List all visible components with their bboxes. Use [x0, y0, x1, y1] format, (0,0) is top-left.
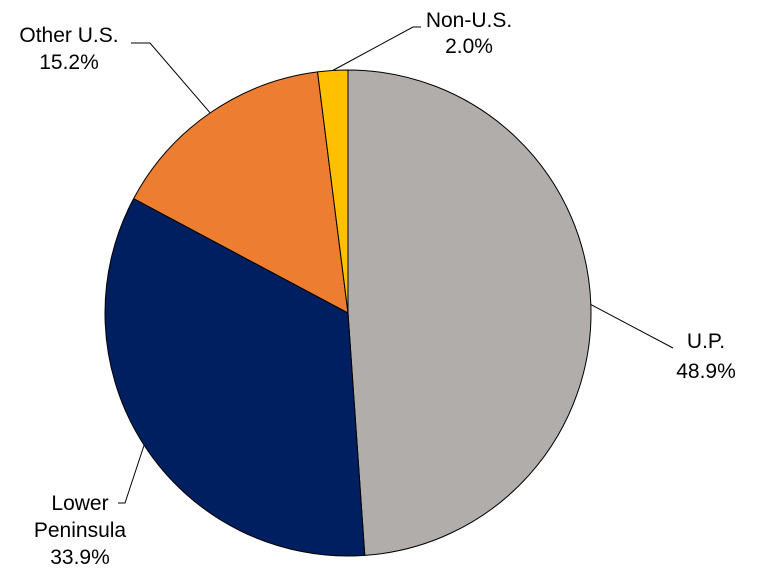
data-label-name-other-u-s-0: Other U.S.: [19, 24, 118, 47]
leader-line-other-u-s: [131, 42, 211, 114]
data-label-name-non-u-s-0: Non-U.S.: [426, 9, 512, 32]
leader-line-non-u-s: [332, 26, 421, 71]
data-label-percent-other-u-s: 15.2%: [39, 51, 99, 74]
data-label-percent-non-u-s: 2.0%: [445, 35, 493, 58]
data-labels-group: U.P. 48.9% Lower Peninsula 33.9% Other U.S. 15…: [19, 9, 735, 569]
data-label-percent-u-p: 48.9%: [676, 360, 736, 383]
data-label-name-u-p-0: U.P.: [687, 330, 725, 353]
data-label-percent-lower-peninsula: 33.9%: [50, 546, 110, 569]
leader-lines-group: [118, 26, 674, 504]
leader-line-u-p: [590, 304, 674, 349]
leader-line-lower-peninsula: [118, 444, 145, 504]
data-label-name-lower-peninsula-0: Lower: [51, 492, 108, 515]
data-label-name-lower-peninsula-1: Peninsula: [34, 519, 127, 542]
slices-group: [104, 69, 592, 557]
pie-slice-u-p: [347, 69, 592, 556]
